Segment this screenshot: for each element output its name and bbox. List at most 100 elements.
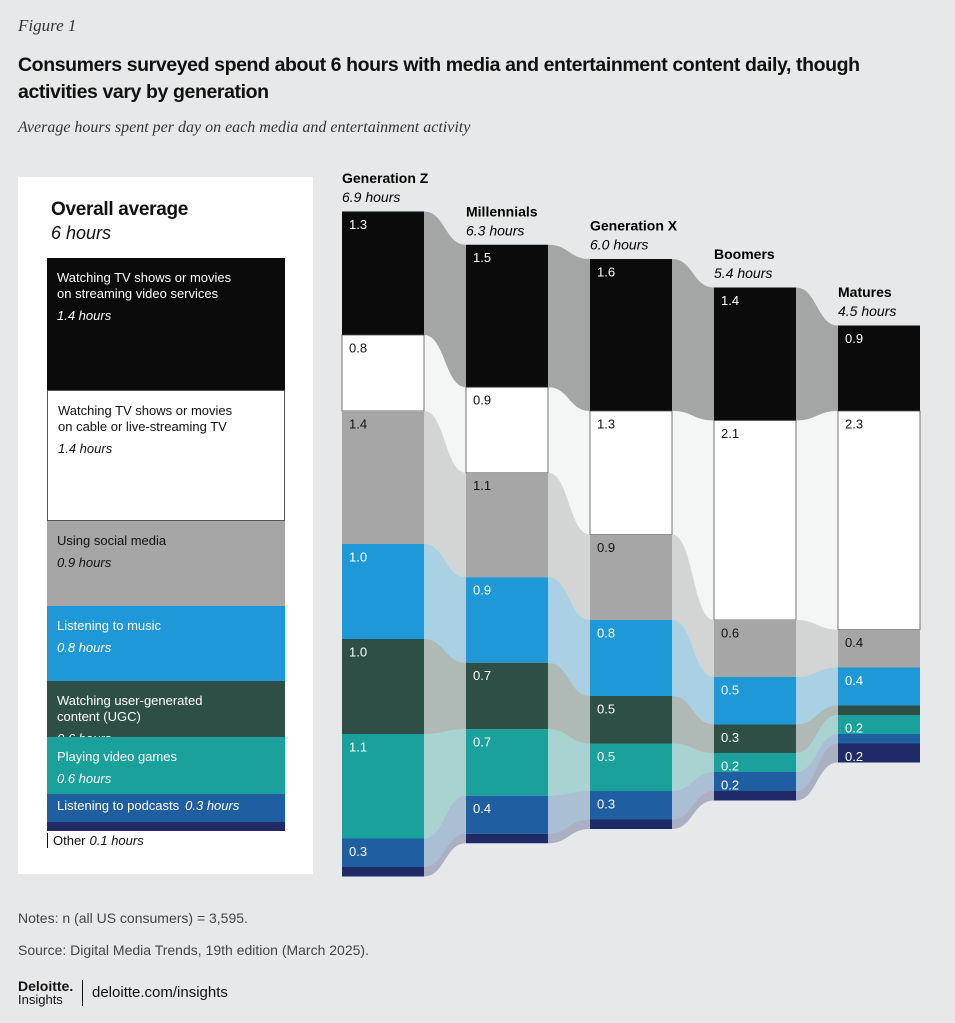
flow bbox=[424, 833, 466, 877]
data-label: 0.2 bbox=[845, 720, 863, 735]
data-label: 0.4 bbox=[845, 635, 863, 650]
segment bbox=[590, 743, 672, 791]
flow bbox=[672, 534, 714, 677]
flow bbox=[548, 577, 590, 696]
data-label: 0.9 bbox=[597, 540, 615, 555]
flow bbox=[796, 715, 838, 772]
overall-label: Playing video games 0.6 hours bbox=[57, 749, 237, 787]
segment bbox=[341, 334, 425, 412]
overall-title: Overall average bbox=[51, 199, 189, 220]
data-label: 0.9 bbox=[845, 331, 863, 346]
flow bbox=[672, 743, 714, 791]
flow bbox=[424, 335, 466, 473]
data-label: 0.4 bbox=[845, 673, 863, 688]
flow bbox=[548, 662, 590, 744]
data-label: 2.3 bbox=[845, 416, 863, 431]
data-label: 0.2 bbox=[845, 749, 863, 764]
segment bbox=[714, 677, 796, 725]
chart-subtitle: Average hours spent per day on each medi… bbox=[18, 119, 471, 136]
flow bbox=[672, 791, 714, 829]
flow bbox=[548, 819, 590, 844]
data-label: 2.1 bbox=[721, 426, 739, 441]
segment bbox=[590, 696, 672, 744]
flow bbox=[796, 743, 838, 801]
flow bbox=[796, 734, 838, 791]
segment bbox=[466, 244, 548, 388]
overall-segment bbox=[47, 822, 285, 832]
segment bbox=[590, 819, 672, 829]
data-label: 0.6 bbox=[721, 625, 739, 640]
overall-segment: Watching TV shows or movies on cable or … bbox=[47, 389, 285, 522]
legend-label: Using social media bbox=[57, 533, 167, 549]
segment bbox=[713, 420, 797, 621]
data-label: 0.9 bbox=[473, 583, 491, 598]
flow bbox=[796, 667, 838, 725]
segment bbox=[466, 577, 548, 663]
data-label: 1.0 bbox=[349, 549, 367, 564]
category-total: 5.4 hours bbox=[714, 265, 772, 281]
data-label: 1.0 bbox=[349, 644, 367, 659]
legend-label: Listening to podcasts bbox=[57, 797, 180, 813]
data-label: 0.3 bbox=[349, 844, 367, 859]
figure-label: Figure 1 bbox=[18, 16, 77, 35]
overall-label: Other 0.1 hours bbox=[47, 833, 144, 849]
flow bbox=[424, 639, 466, 734]
overall-value-label: 1.4 hours bbox=[57, 308, 112, 323]
flow bbox=[424, 544, 466, 663]
flow bbox=[672, 620, 714, 725]
segment bbox=[838, 667, 920, 706]
overall-value-label: 0.8 hours bbox=[57, 639, 112, 655]
category-label: Matures bbox=[838, 284, 892, 300]
segment bbox=[838, 734, 920, 744]
segment bbox=[466, 472, 548, 578]
overall-segment: Listening to podcasts 0.3 hours bbox=[47, 793, 287, 822]
segment bbox=[466, 795, 548, 834]
flow bbox=[424, 795, 466, 867]
legend-label: Listening to music bbox=[57, 617, 162, 633]
segment bbox=[714, 287, 796, 421]
flow bbox=[424, 411, 466, 578]
overall-segment: Playing video games 0.6 hours bbox=[47, 737, 285, 794]
notes: Notes: n (all US consumers) = 3,595. bbox=[18, 910, 248, 926]
segment bbox=[590, 791, 672, 820]
legend-label: Watching TV shows or movies on cable or … bbox=[58, 402, 233, 434]
category-label: Boomers bbox=[714, 246, 775, 262]
category-label: Generation X bbox=[590, 218, 678, 234]
segment bbox=[342, 867, 424, 877]
segment bbox=[590, 620, 672, 696]
data-label: 1.4 bbox=[349, 416, 367, 431]
segment bbox=[466, 662, 548, 730]
source: Source: Digital Media Trends, 19th editi… bbox=[18, 942, 369, 958]
overall-label: Watching TV shows or movies on streaming… bbox=[57, 270, 237, 324]
segment bbox=[714, 724, 796, 753]
brand: Deloitte. bbox=[18, 978, 74, 994]
overall-value-label: 1.4 hours bbox=[58, 440, 113, 456]
flow bbox=[796, 287, 838, 421]
flow bbox=[796, 705, 838, 753]
flows bbox=[424, 211, 838, 877]
flow bbox=[548, 729, 590, 796]
separator bbox=[82, 980, 83, 1006]
segment bbox=[342, 411, 424, 544]
overall-label: Listening to podcasts 0.3 hours bbox=[57, 798, 287, 814]
flow bbox=[672, 696, 714, 753]
overall-label: Listening to music 0.8 hours bbox=[57, 618, 237, 656]
category-label: Millennials bbox=[466, 203, 538, 219]
segment bbox=[714, 791, 796, 801]
data-label: 0.7 bbox=[473, 735, 491, 750]
segment bbox=[342, 639, 424, 734]
overall-total: 6 hours bbox=[51, 223, 112, 243]
segment bbox=[838, 629, 920, 668]
segment bbox=[466, 729, 548, 796]
data-label: 0.9 bbox=[473, 393, 491, 408]
segment bbox=[466, 833, 548, 844]
overall-panel: Overall average 6 hours Watching TV show… bbox=[18, 177, 313, 874]
segment bbox=[714, 772, 796, 791]
data-label: 1.1 bbox=[473, 478, 491, 493]
category-total: 6.0 hours bbox=[590, 237, 648, 253]
category-label: Generation Z bbox=[342, 170, 429, 186]
segment bbox=[465, 386, 549, 474]
brand-sub: Insights bbox=[18, 992, 63, 1007]
